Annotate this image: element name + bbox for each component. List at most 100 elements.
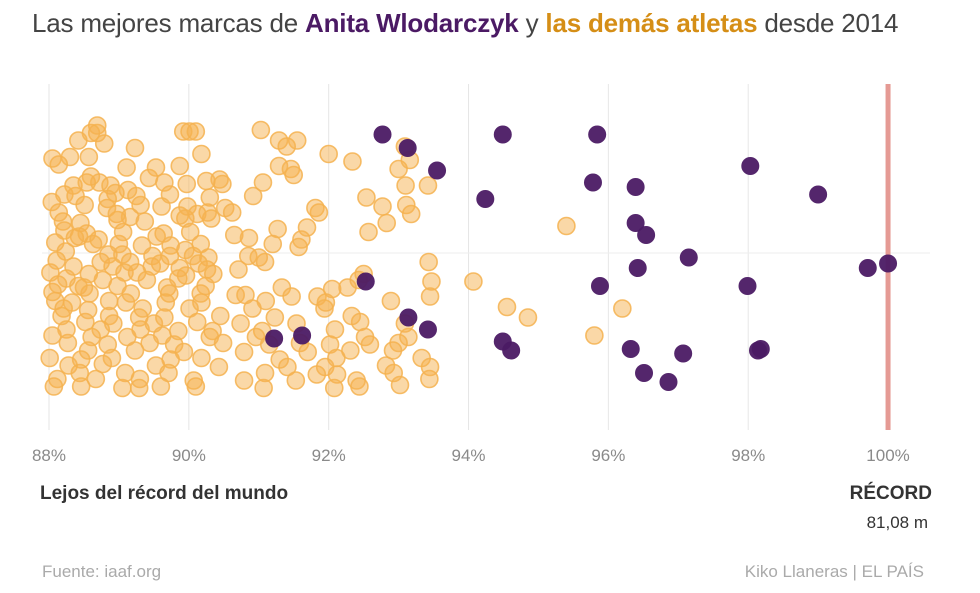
anita-point bbox=[635, 364, 654, 382]
others-point bbox=[420, 369, 439, 389]
x-tick-label: 88% bbox=[32, 446, 66, 465]
anita-point bbox=[293, 326, 312, 345]
others-point bbox=[613, 299, 632, 318]
others-point bbox=[254, 378, 273, 398]
others-point bbox=[177, 174, 197, 194]
anita-point bbox=[583, 173, 602, 192]
others-point bbox=[307, 365, 327, 384]
others-point bbox=[309, 203, 329, 222]
anita-point bbox=[637, 226, 656, 244]
others-point bbox=[116, 293, 136, 312]
others-point bbox=[125, 138, 145, 158]
others-point bbox=[263, 234, 283, 254]
others-point bbox=[585, 326, 604, 345]
others-point bbox=[464, 272, 483, 291]
others-point bbox=[125, 341, 145, 360]
anita-point bbox=[418, 320, 437, 339]
others-point bbox=[201, 209, 221, 228]
title-others: las demás atletas bbox=[545, 8, 758, 38]
others-point bbox=[286, 371, 306, 390]
others-point bbox=[94, 134, 114, 153]
others-point bbox=[75, 195, 94, 215]
others-point bbox=[383, 341, 403, 360]
others-point bbox=[360, 335, 380, 354]
anita-point bbox=[476, 190, 495, 208]
others-point bbox=[298, 342, 318, 362]
others-point bbox=[324, 378, 344, 398]
x-tick-label: 94% bbox=[452, 446, 486, 465]
others-point bbox=[81, 167, 101, 186]
x-tick-label: 96% bbox=[591, 446, 625, 465]
others-point bbox=[255, 252, 275, 272]
others-point bbox=[373, 197, 392, 216]
others-point bbox=[338, 278, 357, 297]
anita-point bbox=[399, 308, 418, 327]
x-tick-label: 98% bbox=[731, 446, 765, 465]
title-pre: Las mejores marcas de bbox=[32, 8, 306, 38]
others-point bbox=[192, 348, 211, 368]
others-point bbox=[357, 188, 376, 207]
others-point bbox=[44, 377, 64, 396]
others-point bbox=[135, 212, 155, 231]
others-point bbox=[58, 333, 78, 353]
anita-point bbox=[428, 161, 447, 180]
chart-title: Las mejores marcas de Anita Wlodarczyk y… bbox=[32, 8, 899, 39]
anita-point bbox=[659, 373, 678, 391]
others-point bbox=[265, 308, 285, 327]
anita-point bbox=[858, 259, 877, 277]
anita-point bbox=[493, 125, 512, 144]
others-point bbox=[239, 228, 259, 248]
others-point bbox=[497, 297, 517, 317]
others-point bbox=[43, 326, 62, 345]
others-point bbox=[418, 176, 438, 195]
anita-point bbox=[590, 277, 609, 295]
anita-point bbox=[679, 248, 698, 267]
others-point bbox=[139, 168, 159, 188]
record-value: 81,08 m bbox=[866, 513, 928, 532]
others-point bbox=[234, 342, 254, 362]
others-point bbox=[231, 314, 250, 333]
anita-point bbox=[356, 272, 375, 291]
others-point bbox=[401, 204, 421, 224]
others-point bbox=[289, 237, 308, 257]
others-point bbox=[152, 197, 171, 216]
others-point bbox=[79, 147, 99, 167]
others-point bbox=[86, 369, 106, 389]
others-point bbox=[40, 348, 59, 368]
others-point bbox=[49, 155, 69, 174]
anita-point bbox=[674, 344, 693, 363]
others-point bbox=[170, 156, 190, 176]
others-point bbox=[396, 176, 415, 195]
others-point bbox=[129, 378, 149, 398]
others-point bbox=[243, 186, 263, 206]
x-tick-label: 90% bbox=[172, 446, 206, 465]
others-point bbox=[222, 203, 242, 222]
others-point bbox=[80, 284, 99, 303]
others-point bbox=[147, 227, 166, 246]
anita-point bbox=[265, 329, 284, 348]
others-point bbox=[243, 299, 262, 318]
credit-note: Kiko Llaneras | EL PAÍS bbox=[744, 562, 924, 581]
others-point bbox=[83, 234, 103, 254]
others-point bbox=[113, 378, 132, 398]
others-point bbox=[278, 357, 297, 377]
others-point bbox=[277, 137, 297, 156]
others-point bbox=[140, 333, 159, 353]
others-point bbox=[319, 144, 338, 164]
record-label: RÉCORD bbox=[849, 483, 932, 504]
others-point bbox=[377, 213, 397, 233]
others-point bbox=[350, 377, 369, 396]
others-point bbox=[69, 131, 88, 150]
others-point bbox=[343, 152, 362, 171]
others-point bbox=[389, 159, 408, 179]
x-axis-label: Lejos del récord del mundo bbox=[40, 483, 289, 504]
anita-point bbox=[626, 178, 645, 196]
anita-point bbox=[628, 259, 647, 277]
anita-point bbox=[502, 341, 521, 360]
others-point bbox=[315, 299, 334, 318]
others-point bbox=[186, 377, 206, 396]
title-mid: y bbox=[518, 8, 546, 38]
others-point bbox=[71, 377, 91, 396]
anita-point bbox=[879, 254, 898, 273]
others-point bbox=[253, 173, 273, 192]
